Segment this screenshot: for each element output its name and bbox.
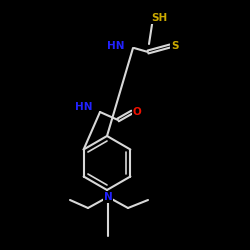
Text: S: S: [171, 41, 179, 51]
Text: HN: HN: [108, 41, 125, 51]
Text: HN: HN: [74, 102, 92, 112]
Text: O: O: [132, 107, 141, 117]
Text: SH: SH: [151, 13, 167, 23]
Text: N: N: [104, 192, 112, 202]
